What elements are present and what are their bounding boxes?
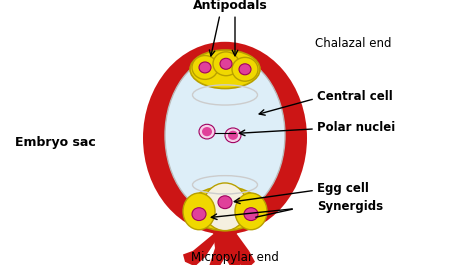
Text: Central cell: Central cell [317,90,393,103]
Polygon shape [230,234,255,266]
Text: Embryo sac: Embryo sac [15,136,95,149]
Ellipse shape [218,196,232,209]
Ellipse shape [239,64,251,75]
Ellipse shape [203,183,247,231]
Text: Chalazal end: Chalazal end [315,37,392,50]
Polygon shape [183,234,220,266]
Ellipse shape [228,131,238,140]
Ellipse shape [190,50,260,89]
Ellipse shape [192,208,206,221]
Ellipse shape [225,128,241,143]
Ellipse shape [202,127,212,136]
Text: Egg cell: Egg cell [317,182,369,195]
Ellipse shape [213,52,239,76]
Polygon shape [209,232,241,266]
Text: Antipodals: Antipodals [192,0,267,11]
Text: Micropylar end: Micropylar end [191,251,279,264]
Ellipse shape [220,58,232,69]
Text: Polar nuclei: Polar nuclei [317,120,395,134]
Ellipse shape [199,124,215,139]
Ellipse shape [165,55,285,216]
Ellipse shape [192,56,218,79]
Text: Synergids: Synergids [317,200,383,213]
Ellipse shape [232,57,258,81]
Ellipse shape [235,193,267,230]
Ellipse shape [183,193,215,230]
Ellipse shape [143,42,307,234]
Ellipse shape [189,187,261,231]
Ellipse shape [244,208,258,221]
Ellipse shape [199,62,211,73]
